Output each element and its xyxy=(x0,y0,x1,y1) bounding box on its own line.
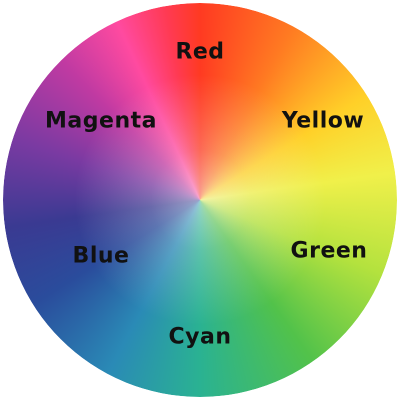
label-yellow: Yellow xyxy=(281,108,365,134)
label-green: Green xyxy=(290,238,368,264)
label-cyan: Cyan xyxy=(168,324,232,350)
center-glow xyxy=(3,3,397,397)
color-wheel xyxy=(3,3,397,397)
label-red: Red xyxy=(175,39,225,65)
label-magenta: Magenta xyxy=(45,108,157,134)
label-blue: Blue xyxy=(72,243,130,269)
